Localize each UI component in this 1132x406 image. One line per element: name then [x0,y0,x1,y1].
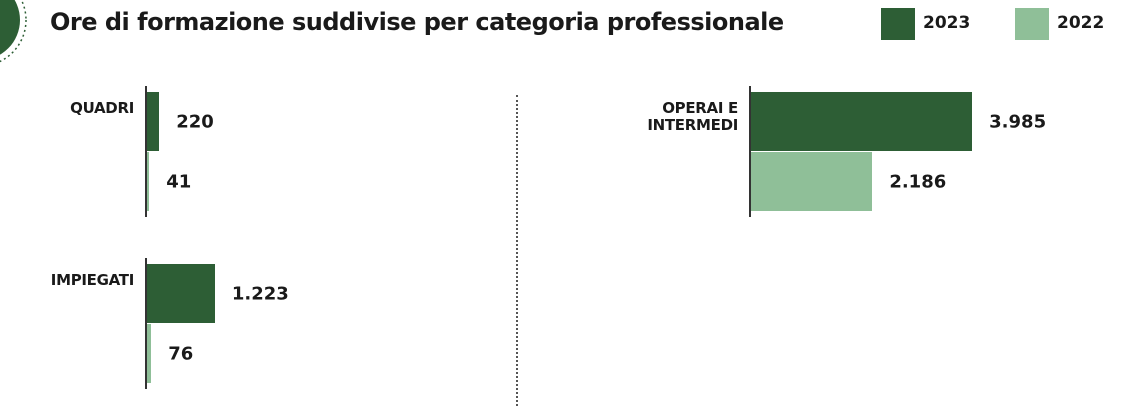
value-label: 220 [176,111,214,132]
axis-line [145,258,147,389]
bar [751,92,973,151]
divider [516,95,518,406]
legend-swatch [881,8,915,40]
axis-line [749,86,751,217]
value-label: 3.985 [989,111,1047,132]
chart-title: Ore di formazione suddivise per categori… [50,8,784,36]
bar [147,92,160,151]
bar [751,152,873,211]
category-label: IMPIEGATI [50,271,135,289]
bar [147,152,150,211]
category-label: OPERAI E INTERMEDI [647,99,738,134]
bar [147,324,152,383]
bar [147,264,215,323]
legend-label: 2022 [1057,13,1105,33]
legend-label: 2023 [923,13,971,33]
badge-decoration [0,0,27,63]
legend-swatch [1015,8,1049,40]
value-label: 1.223 [231,283,289,304]
value-label: 2.186 [889,171,947,192]
value-label: 76 [168,343,194,364]
axis-line [145,86,147,217]
category-label: QUADRI [70,99,134,117]
value-label: 41 [166,171,192,192]
